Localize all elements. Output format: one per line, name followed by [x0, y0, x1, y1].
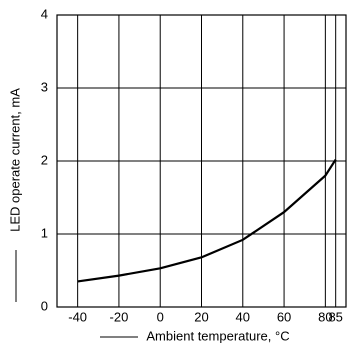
x-tick-label: 0 — [157, 309, 164, 324]
x-tick-label: -40 — [68, 309, 87, 324]
y-axis-label: LED operate current, mA — [7, 88, 22, 232]
line-series — [77, 158, 337, 283]
x-tick-label: 40 — [236, 309, 250, 324]
y-tick-label: 2 — [41, 152, 48, 167]
y-tick-label: 4 — [41, 6, 48, 21]
x-tick-label: 60 — [277, 309, 291, 324]
x-tick-label: 80 — [318, 309, 332, 324]
y-tick-label: 1 — [41, 225, 48, 240]
x-tick-label: 85 — [328, 309, 342, 324]
x-axis-label: Ambient temperature, °C — [146, 328, 289, 343]
y-tick-label: 3 — [41, 79, 48, 94]
x-tick-label: 20 — [194, 309, 208, 324]
x-tick-label: -20 — [110, 309, 129, 324]
y-tick-label: 0 — [41, 298, 48, 313]
